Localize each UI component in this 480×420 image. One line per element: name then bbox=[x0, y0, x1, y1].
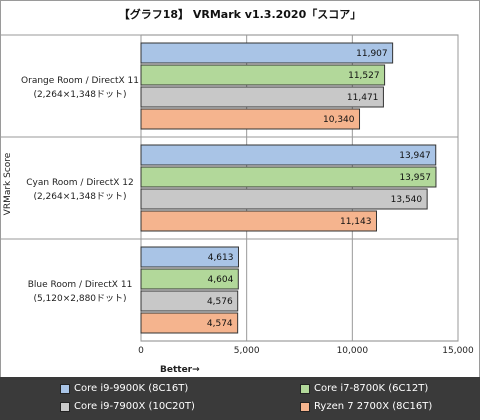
category-label: Blue Room / DirectX 11 bbox=[28, 280, 133, 290]
y-axis-title: VRMark Score bbox=[3, 152, 13, 215]
data-label: 4,604 bbox=[208, 275, 234, 285]
legend-item: Core i9-9900K (8C16T) bbox=[60, 383, 188, 394]
legend-label: Core i9-7900X (10C20T) bbox=[74, 401, 195, 412]
data-label: 4,576 bbox=[207, 297, 233, 307]
data-label: 11,471 bbox=[347, 93, 379, 103]
legend-item: Ryzen 7 2700X (8C16T) bbox=[300, 401, 432, 412]
category-sublabel: (5,120×2,880ドット) bbox=[33, 294, 126, 304]
category-label: Orange Room / DirectX 11 bbox=[21, 76, 139, 86]
bar bbox=[140, 64, 386, 86]
legend-item: Core i9-7900X (10C20T) bbox=[60, 401, 195, 412]
plot-area: VRMark Score Better→ 0 5,000 10,000 15,000 O… bbox=[0, 34, 474, 375]
chart-title: 【グラフ18】 VRMark v1.3.2020「スコア」 bbox=[118, 8, 362, 21]
x-axis-title: Better→ bbox=[160, 365, 200, 375]
x-tick-label: 0 bbox=[138, 346, 144, 356]
bar bbox=[140, 246, 239, 268]
x-tick-label: 10,000 bbox=[337, 346, 369, 356]
data-label: 13,947 bbox=[399, 151, 431, 161]
data-label: 13,957 bbox=[399, 173, 431, 183]
x-tick-label: 5,000 bbox=[234, 346, 260, 356]
category-sublabel: (2,264×1,348ドット) bbox=[33, 192, 126, 202]
bar bbox=[140, 268, 239, 290]
bar bbox=[140, 42, 394, 64]
bar bbox=[140, 108, 361, 130]
legend-swatch bbox=[300, 383, 310, 394]
x-tick-label: 15,000 bbox=[442, 346, 474, 356]
category-label: Cyan Room / DirectX 12 bbox=[26, 178, 134, 188]
bar bbox=[140, 312, 239, 334]
data-label: 11,143 bbox=[340, 217, 372, 227]
legend-swatch bbox=[300, 401, 310, 412]
data-label: 11,527 bbox=[348, 71, 380, 81]
legend-swatch bbox=[60, 383, 70, 394]
bar bbox=[140, 290, 239, 312]
legend-label: Ryzen 7 2700X (8C16T) bbox=[314, 401, 433, 412]
bar bbox=[140, 210, 377, 232]
data-label: 11,907 bbox=[356, 49, 388, 59]
legend-swatch bbox=[60, 401, 70, 412]
legend: Core i9-9900K (8C16T) Core i7-8700K (6C12… bbox=[0, 377, 480, 420]
data-label: 4,574 bbox=[207, 319, 233, 329]
data-label: 13,540 bbox=[391, 195, 423, 205]
legend-item: Core i7-8700K (6C12T) bbox=[300, 383, 428, 394]
bar bbox=[140, 188, 428, 210]
bar bbox=[140, 144, 437, 166]
legend-label: Core i9-9900K (8C16T) bbox=[74, 383, 189, 394]
category-sublabel: (2,264×1,348ドット) bbox=[33, 90, 126, 100]
bar bbox=[140, 166, 437, 188]
bar bbox=[140, 86, 384, 108]
data-label: 4,613 bbox=[208, 253, 234, 263]
data-label: 10,340 bbox=[323, 115, 355, 125]
legend-label: Core i7-8700K (6C12T) bbox=[314, 383, 429, 394]
plot-background bbox=[140, 34, 459, 342]
